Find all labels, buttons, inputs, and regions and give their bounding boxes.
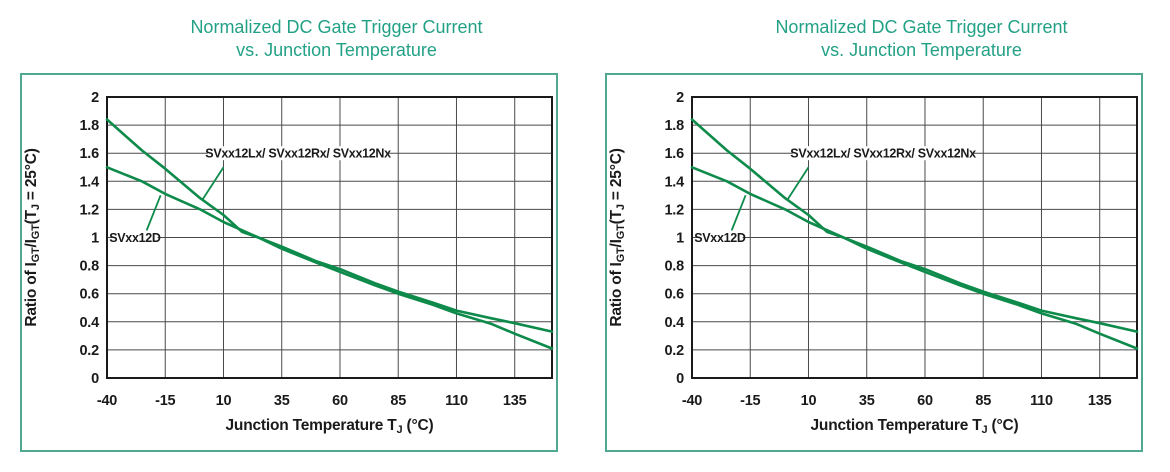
y-tick-label: 0.6 [664, 287, 684, 303]
y-tick-label: 1 [676, 231, 684, 247]
chart-box: SVxx12Lx/ SVxx12Rx/ SVxx12Nx SVxx12D -40 -1… [20, 73, 558, 452]
x-tick-label: 110 [1030, 393, 1053, 409]
chart-title-line2: vs. Junction Temperature [821, 40, 1022, 60]
x-tick-label: 60 [917, 393, 933, 409]
y-tick-label: 0.2 [79, 343, 99, 359]
chart-svg: SVxx12Lx/ SVxx12Rx/ SVxx12Nx SVxx12D -40 -1… [23, 90, 554, 436]
chart-title: Normalized DC Gate Trigger Current vs. J… [605, 16, 1143, 62]
annotation-label-bg [792, 146, 974, 161]
x-tick-label: 135 [1088, 393, 1112, 409]
y-tick-label: 0 [91, 371, 99, 387]
plot-border [691, 96, 1138, 379]
y-tick-label: 0.4 [79, 315, 99, 331]
charts-container: Normalized DC Gate Trigger Current vs. J… [20, 0, 1143, 452]
chart-title: Normalized DC Gate Trigger Current vs. J… [20, 16, 558, 62]
x-tick-label: -40 [682, 393, 702, 409]
chart-canvas: SVxx12Lx/ SVxx12Rx/ SVxx12Nx SVxx12D -40 -1… [22, 75, 556, 455]
y-tick-label: 1.6 [79, 146, 99, 162]
chart-panel-right: Normalized DC Gate Trigger Current vs. J… [605, 0, 1143, 452]
x-tick-label: 85 [390, 393, 406, 409]
y-tick-label: 2 [91, 90, 99, 106]
annotation-leader [145, 194, 162, 231]
series-line-svxx12lx-rx-nx [690, 118, 1139, 350]
x-tick-label: 10 [801, 393, 817, 409]
chart-canvas: SVxx12Lx/ SVxx12Rx/ SVxx12Nx SVxx12D -40 -1… [607, 75, 1141, 455]
y-axis-title: Ratio of IGT/IGT(TJ = 25°C) [23, 148, 42, 326]
y-axis-title: Ratio of IGT/IGT(TJ = 25°C) [608, 148, 627, 326]
y-tick-label: 2 [676, 90, 684, 106]
chart-title-line1: Normalized DC Gate Trigger Current [775, 17, 1068, 37]
annotation-label: SVxx12Lx/ SVxx12Rx/ SVxx12Nx [205, 147, 391, 161]
annotation-label-bg [697, 230, 743, 245]
y-tick-label: 0.8 [79, 259, 99, 275]
plot-border [106, 96, 553, 379]
x-tick-label: -40 [97, 393, 117, 409]
annotation-label: SVxx12D [694, 231, 746, 245]
y-tick-label: 1.6 [664, 146, 684, 162]
x-tick-label: -15 [155, 393, 175, 409]
chart-box: SVxx12Lx/ SVxx12Rx/ SVxx12Nx SVxx12D -40 -1… [605, 73, 1143, 452]
y-tick-label: 0.4 [664, 315, 684, 331]
chart-panel-left: Normalized DC Gate Trigger Current vs. J… [20, 0, 558, 452]
y-tick-labels: 2 1.8 1.6 1.4 1.2 1 0.8 0.6 0.4 0.2 0 [79, 90, 99, 387]
series-line-svxx12d [690, 166, 1139, 333]
series-line-svxx12d [105, 166, 554, 333]
x-axis-title: Junction Temperature TJ (°C) [226, 417, 434, 436]
x-tick-label: 60 [332, 393, 348, 409]
y-tick-label: 1.4 [79, 174, 99, 190]
annotation-leader [730, 194, 747, 231]
annotation-label: SVxx12Lx/ SVxx12Rx/ SVxx12Nx [790, 147, 976, 161]
chart-svg: SVxx12Lx/ SVxx12Rx/ SVxx12Nx SVxx12D -40 -1… [608, 90, 1139, 436]
annotation-label-bg [207, 146, 389, 161]
y-tick-label: 1 [91, 231, 99, 247]
chart-title-line2: vs. Junction Temperature [236, 40, 437, 60]
series-line-svxx12lx-rx-nx [105, 118, 554, 350]
grid-lines [106, 96, 552, 379]
y-tick-label: 1.2 [664, 202, 684, 218]
x-tick-label: 35 [859, 393, 875, 409]
y-tick-label: 1.4 [664, 174, 684, 190]
annotation-leader [201, 166, 225, 201]
y-tick-label: 0.2 [664, 343, 684, 359]
x-axis-title: Junction Temperature TJ (°C) [811, 417, 1019, 436]
x-tick-labels: -40 -15 10 35 60 85 110 135 [682, 393, 1112, 409]
y-tick-labels: 2 1.8 1.6 1.4 1.2 1 0.8 0.6 0.4 0.2 0 [664, 90, 684, 387]
y-tick-label: 1.8 [664, 118, 684, 134]
chart-title-line1: Normalized DC Gate Trigger Current [190, 17, 483, 37]
y-tick-label: 0 [676, 371, 684, 387]
y-tick-label: 1.8 [79, 118, 99, 134]
x-tick-label: -15 [740, 393, 760, 409]
x-tick-labels: -40 -15 10 35 60 85 110 135 [97, 393, 527, 409]
x-tick-label: 35 [274, 393, 290, 409]
x-tick-label: 10 [216, 393, 232, 409]
grid-lines [691, 96, 1137, 379]
y-tick-label: 0.6 [79, 287, 99, 303]
y-tick-label: 0.8 [664, 259, 684, 275]
annotation-leader [786, 166, 810, 201]
annotation-label-bg [112, 230, 158, 245]
x-tick-label: 135 [503, 393, 527, 409]
annotation-label: SVxx12D [109, 231, 161, 245]
y-tick-label: 1.2 [79, 202, 99, 218]
x-tick-label: 110 [445, 393, 468, 409]
x-tick-label: 85 [975, 393, 991, 409]
